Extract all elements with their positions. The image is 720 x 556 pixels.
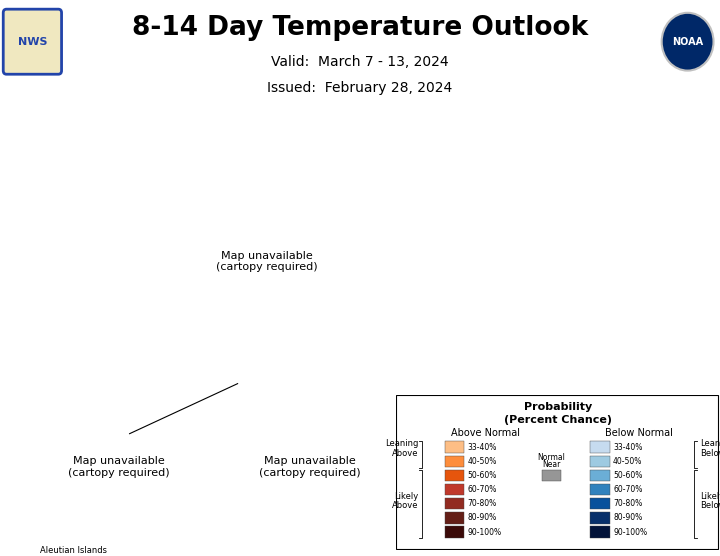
Text: Leaning
Below: Leaning Below [701, 439, 720, 458]
Text: NWS: NWS [18, 37, 47, 47]
Text: 50-60%: 50-60% [613, 471, 642, 480]
Text: Valid:  March 7 - 13, 2024: Valid: March 7 - 13, 2024 [271, 55, 449, 69]
Text: Issued:  February 28, 2024: Issued: February 28, 2024 [267, 81, 453, 95]
Text: 60-70%: 60-70% [467, 485, 497, 494]
Text: 33-40%: 33-40% [467, 443, 497, 451]
Text: 70-80%: 70-80% [467, 499, 497, 508]
Bar [445, 527, 464, 538]
Text: Map unavailable
(cartopy required): Map unavailable (cartopy required) [215, 251, 318, 272]
Bar [445, 484, 464, 495]
Text: Near: Near [542, 460, 561, 469]
Text: Probability: Probability [524, 403, 592, 413]
Text: Likely
Above: Likely Above [392, 492, 419, 510]
Bar [590, 455, 610, 467]
Text: Aleutian Islands: Aleutian Islands [40, 546, 107, 555]
Text: Below Normal: Below Normal [605, 428, 673, 438]
Text: 80-90%: 80-90% [467, 513, 497, 523]
Text: Likely
Below: Likely Below [701, 492, 720, 510]
Bar [542, 470, 562, 481]
Text: 33-40%: 33-40% [613, 443, 642, 451]
Bar [590, 484, 610, 495]
Text: 40-50%: 40-50% [613, 457, 642, 466]
Text: 50-60%: 50-60% [467, 471, 497, 480]
Bar [590, 498, 610, 509]
Bar [590, 527, 610, 538]
Text: 60-70%: 60-70% [613, 485, 642, 494]
Bar [445, 455, 464, 467]
Circle shape [662, 13, 714, 71]
Bar [590, 441, 610, 453]
Bar [445, 498, 464, 509]
Text: 70-80%: 70-80% [613, 499, 642, 508]
Text: 40-50%: 40-50% [467, 457, 497, 466]
Text: Map unavailable
(cartopy required): Map unavailable (cartopy required) [258, 456, 361, 478]
Text: (Percent Chance): (Percent Chance) [504, 415, 612, 425]
Text: Above Normal: Above Normal [451, 428, 520, 438]
Text: NOAA: NOAA [672, 37, 703, 47]
Bar [590, 470, 610, 481]
Bar [445, 470, 464, 481]
Text: 80-90%: 80-90% [613, 513, 642, 523]
Text: Normal: Normal [538, 453, 565, 461]
Bar [590, 512, 610, 524]
FancyBboxPatch shape [4, 9, 62, 75]
Bar [445, 441, 464, 453]
Bar [445, 512, 464, 524]
Text: Map unavailable
(cartopy required): Map unavailable (cartopy required) [68, 456, 170, 478]
Text: 90-100%: 90-100% [467, 528, 501, 537]
Text: Leaning
Above: Leaning Above [385, 439, 419, 458]
Text: 90-100%: 90-100% [613, 528, 647, 537]
Text: 8-14 Day Temperature Outlook: 8-14 Day Temperature Outlook [132, 15, 588, 41]
